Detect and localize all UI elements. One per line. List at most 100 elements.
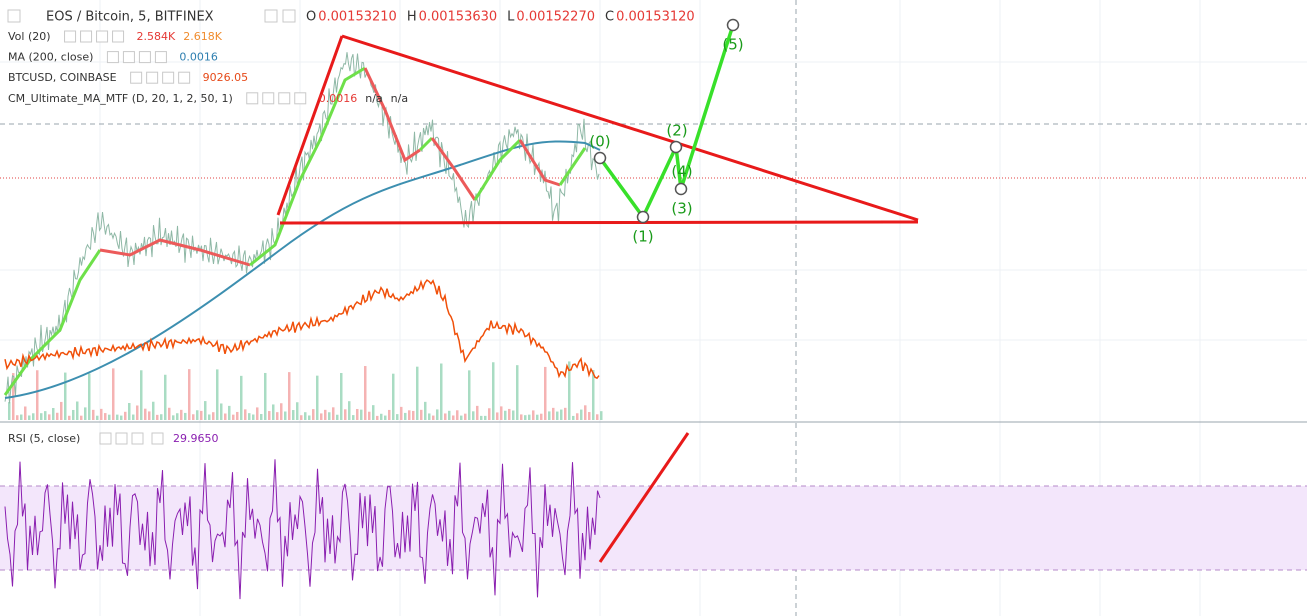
volume-bar — [196, 410, 199, 420]
settings-icon[interactable] — [80, 30, 93, 43]
volume-bar — [368, 411, 371, 420]
volume-bar — [544, 366, 547, 420]
volume-bar — [48, 414, 51, 420]
wave-label: (3) — [671, 200, 692, 218]
settings-icon[interactable] — [96, 30, 109, 43]
volume-bar — [108, 414, 111, 420]
volume-bar — [228, 405, 231, 420]
volume-bar — [416, 366, 419, 420]
volume-bar — [224, 413, 227, 420]
ohlc: O 0.00153210 H 0.00153630 L 0.00152270 C 0.0015… — [306, 10, 695, 25]
ohlc-label: C — [605, 10, 614, 25]
volume-bar — [36, 370, 39, 420]
indicator-name: CM_Ultimate_MA_MTF (D, 20, 1, 2, 50, 1) — [8, 92, 233, 105]
volume-bar — [316, 375, 319, 420]
volume-bar — [112, 368, 115, 420]
settings-icon[interactable] — [178, 71, 191, 84]
settings-icon[interactable] — [264, 9, 278, 23]
settings-icon[interactable] — [151, 432, 164, 445]
volume-bar — [164, 374, 167, 420]
volume-bar — [432, 415, 435, 420]
volume-bar — [424, 401, 427, 420]
settings-icon[interactable] — [99, 432, 112, 445]
settings-icon[interactable] — [138, 51, 151, 64]
volume-bar — [184, 412, 187, 420]
volume-bar — [156, 414, 159, 420]
settings-icon[interactable] — [282, 9, 296, 23]
settings-icon[interactable] — [154, 51, 167, 64]
volume-bar — [68, 415, 71, 420]
settings-icon[interactable] — [64, 30, 77, 43]
volume-bar — [308, 415, 311, 420]
volume-bar — [520, 414, 523, 420]
wave-label: (0) — [589, 133, 610, 151]
settings-icon[interactable] — [146, 71, 159, 84]
settings-icon[interactable] — [131, 432, 144, 445]
settings-icon[interactable] — [262, 92, 275, 105]
volume-bar — [528, 414, 531, 420]
volume-bar — [124, 411, 127, 420]
volume-bar — [220, 403, 223, 420]
volume-bar — [344, 409, 347, 420]
cm-ma-up — [249, 66, 366, 267]
volume-bar — [516, 365, 519, 420]
volume-bar — [120, 415, 123, 420]
indicator-value: n/a — [391, 92, 408, 105]
volume-bar — [172, 415, 175, 420]
volume-bar — [496, 412, 499, 420]
volume-bar — [480, 415, 483, 420]
settings-icon[interactable] — [112, 30, 125, 43]
cm-ma-up — [418, 136, 434, 152]
volume-bar — [296, 402, 299, 420]
volume-bar — [280, 403, 283, 420]
volume-bar — [132, 414, 135, 420]
cm-ma-up — [473, 138, 522, 201]
volume-bar — [312, 409, 315, 420]
indicator-value: n/a — [365, 92, 382, 105]
cm-ma-down — [363, 67, 421, 163]
volume-bar — [244, 409, 247, 420]
settings-icon[interactable] — [294, 92, 307, 105]
volume-bar — [320, 413, 323, 420]
volume-bar — [384, 415, 387, 420]
volume-bar — [472, 411, 475, 420]
volume-bar — [236, 411, 239, 420]
triangle — [276, 34, 919, 225]
settings-icon[interactable] — [246, 92, 259, 105]
volume-bar — [288, 372, 291, 420]
volume-bar — [136, 405, 139, 420]
indicator-value: 0.0016 — [179, 51, 218, 64]
volume-bar — [560, 409, 563, 420]
volume-bar — [476, 405, 479, 420]
btc-line — [4, 279, 600, 380]
volume-bar — [380, 413, 383, 420]
settings-icon[interactable] — [130, 71, 143, 84]
volume-bar — [588, 412, 591, 420]
volume-bar — [96, 415, 99, 420]
volume-bar — [376, 415, 379, 420]
settings-icon[interactable] — [278, 92, 291, 105]
volume-bar — [292, 410, 295, 420]
cm-ma-down — [99, 238, 251, 267]
wave-label: (4) — [671, 163, 692, 181]
settings-icon[interactable] — [115, 432, 128, 445]
volume-bar — [76, 401, 79, 420]
volume-bar — [204, 401, 207, 420]
collapse-button[interactable] — [7, 9, 21, 23]
cm-ma-down — [430, 137, 477, 201]
volume-bar — [464, 413, 467, 420]
volume-bar — [388, 409, 391, 420]
ohlc-label: L — [507, 10, 515, 25]
settings-icon[interactable] — [122, 51, 135, 64]
settings-icon[interactable] — [162, 71, 175, 84]
settings-icon[interactable] — [106, 51, 119, 64]
wave-points — [593, 18, 740, 224]
volume-bar — [488, 408, 491, 420]
indicator-value: 2.584K — [137, 30, 176, 43]
volume-bar — [252, 414, 255, 420]
volume-bar — [20, 414, 23, 420]
volume-bar — [532, 410, 535, 420]
volume-bar — [540, 413, 543, 420]
volume-bar — [268, 411, 271, 420]
volume-bar — [452, 415, 455, 420]
